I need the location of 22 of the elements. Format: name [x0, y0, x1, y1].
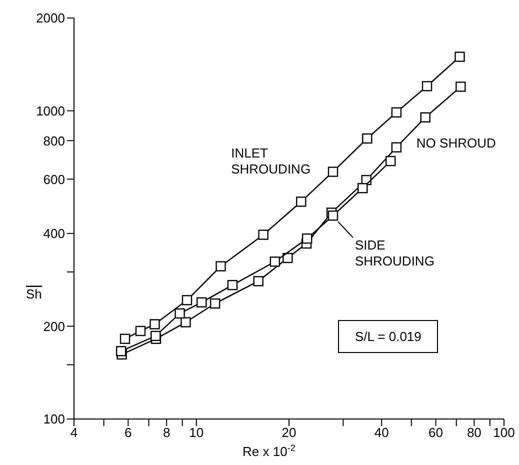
series-label: INLET SHROUDING: [231, 146, 311, 177]
y-tick-label: 400: [43, 226, 65, 242]
legend-label: SIDE SHROUDING: [354, 238, 434, 269]
x-tick-label: 100: [493, 425, 515, 440]
series-label: NO SHROUD: [416, 135, 496, 150]
x-axis-title: Re x 10$^{-2}$: [242, 443, 296, 459]
x-tick-label: 80: [466, 425, 482, 440]
x-tick-label: 60: [428, 425, 443, 440]
x-tick-label: 10: [189, 425, 204, 440]
x-tick-label: 4: [70, 425, 78, 440]
x-tick-label: 40: [374, 425, 389, 440]
y-tick-label: 600: [43, 172, 65, 187]
y-tick-label: 200: [43, 318, 65, 334]
x-tick-label: 20: [282, 425, 296, 440]
y-axis-title: Sh: [26, 286, 42, 302]
x-tick-label: 6: [124, 425, 132, 440]
y-tick-label: 800: [43, 133, 65, 148]
annotation: S/L = 0.019: [338, 320, 438, 353]
y-tick-label: 2000: [36, 10, 65, 26]
y-tick-label: 100: [43, 412, 65, 427]
x-tick-label: 8: [162, 425, 170, 440]
y-tick-label: 1000: [36, 103, 65, 118]
